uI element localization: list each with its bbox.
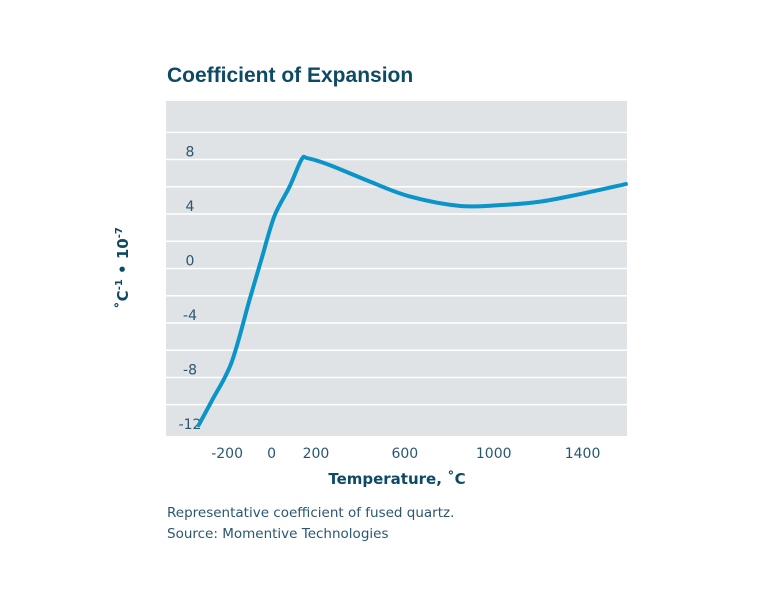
x-tick-label: -200	[211, 446, 243, 462]
y-tick-label: -8	[183, 362, 197, 378]
x-tick-label: 200	[303, 446, 330, 462]
caption-line-1: Representative coefficient of fused quar…	[167, 505, 455, 521]
y-tick-label: -4	[183, 308, 197, 324]
x-tick-label: 600	[391, 446, 418, 462]
series-line	[196, 154, 628, 428]
y-tick-label: -12	[179, 417, 202, 433]
y-tick-label: 0	[186, 254, 195, 270]
y-axis-label: ˚C-1 • 10-7	[114, 227, 132, 309]
x-axis-label: Temperature, ˚C	[328, 470, 465, 488]
x-tick-label: 1400	[565, 446, 601, 462]
x-tick-label: 1000	[476, 446, 512, 462]
y-tick-label: 4	[186, 199, 195, 215]
chart-title: Coefficient of Expansion	[167, 64, 414, 87]
y-tick-label: 8	[186, 145, 195, 161]
caption-line-2: Source: Momentive Technologies	[167, 526, 389, 542]
x-tick-label: 0	[267, 446, 276, 462]
